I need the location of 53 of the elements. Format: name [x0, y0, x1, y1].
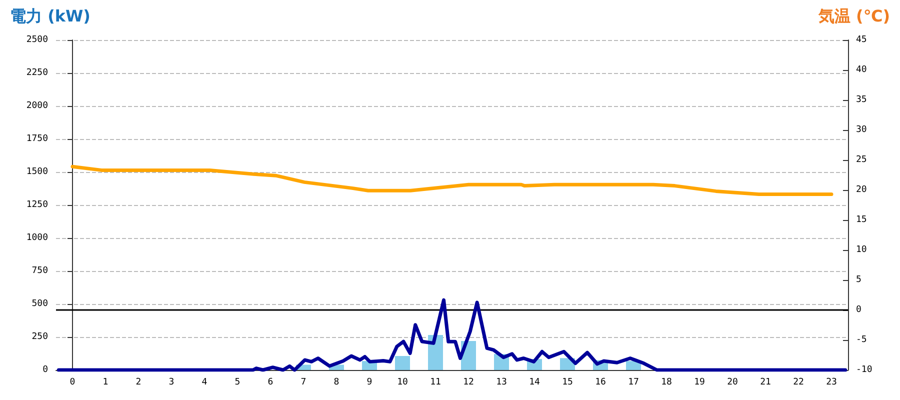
- y-tick-label: 1750: [26, 134, 48, 144]
- x-tick-label: 12: [463, 378, 474, 388]
- y2-axis-title: 気温 (℃): [817, 6, 890, 26]
- y-tick-label: 0: [42, 365, 48, 375]
- x-tick-label: 15: [562, 378, 573, 388]
- x-tick-label: 18: [661, 378, 672, 388]
- x-tick-label: 1: [102, 378, 108, 388]
- y2-tick-label: -10: [856, 365, 872, 375]
- y-axis-title: 電力 (kW): [10, 6, 90, 26]
- y2-tick-label: 45: [856, 35, 867, 45]
- y2-tick-label: 15: [856, 215, 867, 225]
- x-tick-label: 21: [760, 378, 771, 388]
- x-tick-label: 9: [366, 378, 372, 388]
- y-tick-label: 1250: [26, 200, 48, 210]
- y-tick-label: 250: [32, 332, 48, 342]
- y2-tick-label: 0: [856, 305, 862, 315]
- x-tick-label: 8: [334, 378, 340, 388]
- x-tick-label: 13: [496, 378, 507, 388]
- x-tick-label: 5: [234, 378, 240, 388]
- y2-tick-label: 20: [856, 185, 867, 195]
- bar: [428, 335, 443, 370]
- y2-tick-label: 25: [856, 155, 867, 165]
- y2-tick-label: 10: [856, 245, 867, 255]
- x-tick-label: 14: [529, 378, 540, 388]
- x-tick-label: 6: [268, 378, 274, 388]
- x-tick-label: 16: [595, 378, 606, 388]
- y-tick-label: 2500: [26, 35, 48, 45]
- bar: [395, 356, 410, 370]
- x-tick-label: 10: [397, 378, 408, 388]
- x-tick-label: 22: [793, 378, 804, 388]
- line-series: [70, 164, 834, 196]
- x-tick-label: 3: [168, 378, 174, 388]
- x-tick-label: 19: [694, 378, 705, 388]
- x-tick-label: 11: [430, 378, 441, 388]
- y2-tick-label: 40: [856, 65, 867, 75]
- y-tick-label: 750: [32, 266, 48, 276]
- y-tick-label: 1000: [26, 233, 48, 243]
- y-tick-label: 2000: [26, 101, 48, 111]
- x-tick-label: 20: [727, 378, 738, 388]
- y2-tick-label: -5: [856, 335, 867, 345]
- y2-tick-label: 35: [856, 95, 867, 105]
- y2-tick-label: 30: [856, 125, 867, 135]
- x-tick-label: 0: [70, 378, 76, 388]
- x-tick-label: 4: [202, 378, 208, 388]
- x-tick-label: 7: [300, 378, 306, 388]
- y2-tick-label: 5: [856, 275, 862, 285]
- y-tick-label: 1500: [26, 167, 48, 177]
- bar: [626, 361, 641, 370]
- y-tick-label: 2250: [26, 68, 48, 78]
- x-tick-label: 2: [136, 378, 142, 388]
- y-tick-label: 500: [32, 299, 48, 309]
- x-tick-label: 17: [628, 378, 639, 388]
- x-tick-label: 23: [826, 378, 837, 388]
